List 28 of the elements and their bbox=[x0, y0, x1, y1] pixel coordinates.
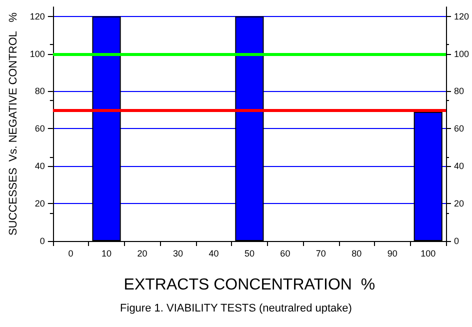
y-tick-label: 80 bbox=[34, 86, 45, 96]
x-tick-label: 0 bbox=[68, 248, 74, 258]
y2-tick-label: 20 bbox=[454, 198, 464, 209]
x-tick-label: 10 bbox=[102, 248, 112, 258]
x-tick-label: 80 bbox=[352, 248, 362, 258]
x-tick-label: 90 bbox=[387, 248, 398, 258]
y-tick-label: 100 bbox=[30, 48, 45, 59]
y-axis-title: SUCCESSES Vs. NEGATIVE CONTROL % bbox=[8, 12, 20, 236]
x-axis-title: EXTRACTS CONCENTRATION % bbox=[124, 276, 376, 294]
y2-tick-label: 80 bbox=[454, 86, 464, 96]
y2-tick-label: 100 bbox=[454, 48, 470, 59]
y-tick-label: 60 bbox=[34, 124, 45, 134]
y-tick-label: 0 bbox=[40, 236, 45, 246]
y-tick-label: 120 bbox=[30, 11, 45, 22]
x-tick-label: 100 bbox=[420, 248, 436, 258]
y-tick-label: 20 bbox=[34, 198, 45, 209]
y2-tick-label: 40 bbox=[454, 161, 464, 172]
y2-tick-label: 0 bbox=[454, 236, 459, 246]
x-tick-label: 50 bbox=[244, 248, 254, 258]
x-tick-label: 60 bbox=[280, 248, 290, 258]
x-tick-label: 20 bbox=[137, 248, 148, 258]
y2-tick-label: 120 bbox=[454, 11, 470, 22]
y-tick-label: 40 bbox=[34, 161, 45, 172]
x-tick-label: 40 bbox=[208, 248, 219, 258]
x-tick-label: 30 bbox=[172, 248, 183, 258]
x-tick-label: 70 bbox=[316, 248, 326, 258]
text: Figure 1. VIABILITY TESTS (neutralred uptake) bbox=[120, 302, 352, 314]
y2-tick-label: 60 bbox=[454, 124, 464, 134]
